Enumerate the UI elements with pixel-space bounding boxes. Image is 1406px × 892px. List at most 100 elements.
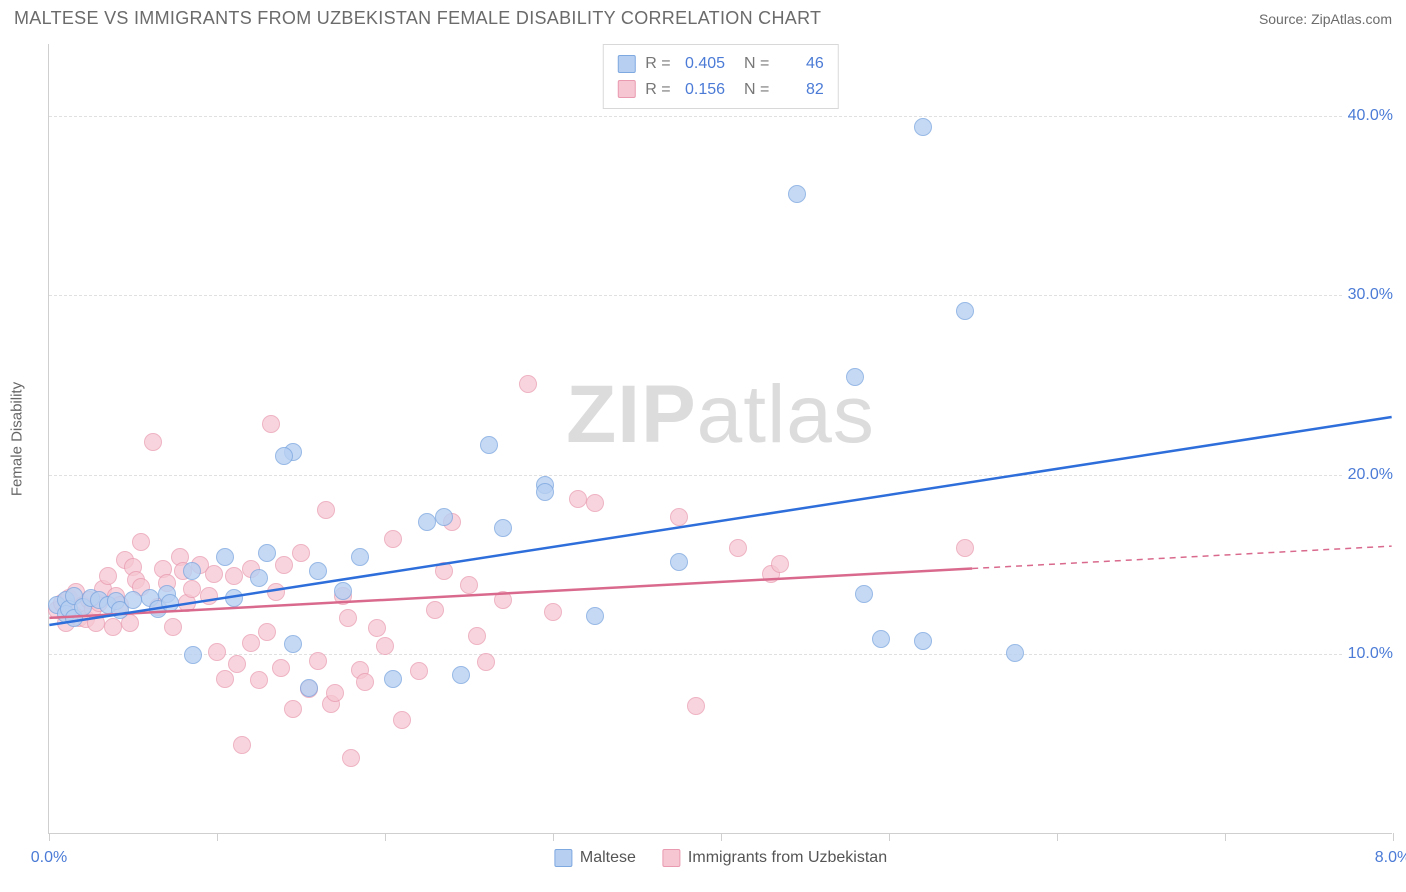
x-tick-mark [217,833,218,841]
data-point-uzbek [494,591,512,609]
x-tick-mark [889,833,890,841]
data-point-uzbek [326,684,344,702]
y-tick-label: 40.0% [1344,107,1397,125]
data-point-uzbek [164,618,182,636]
x-tick-mark [385,833,386,841]
data-point-uzbek [144,433,162,451]
data-point-uzbek [544,603,562,621]
data-point-uzbek [670,508,688,526]
x-tick-mark [1393,833,1394,841]
x-tick-mark [1057,833,1058,841]
chart-area: Female Disability ZIPatlas 10.0%20.0%30.… [48,44,1392,834]
r-uzbek: 0.156 [675,77,725,103]
data-point-uzbek [342,749,360,767]
data-point-maltese [846,368,864,386]
legend-label-maltese: Maltese [580,849,636,867]
r-maltese: 0.405 [675,51,725,77]
y-tick-label: 10.0% [1344,645,1397,663]
data-point-uzbek [205,565,223,583]
data-point-uzbek [410,662,428,680]
data-point-maltese [956,302,974,320]
data-point-uzbek [242,634,260,652]
data-point-uzbek [376,637,394,655]
data-point-uzbek [292,544,310,562]
data-point-maltese [183,562,201,580]
data-point-uzbek [233,736,251,754]
chart-title: MALTESE VS IMMIGRANTS FROM UZBEKISTAN FE… [14,8,821,29]
data-point-uzbek [317,501,335,519]
x-tick-mark [721,833,722,841]
swatch-uzbek-icon [662,849,680,867]
data-point-uzbek [569,490,587,508]
data-point-uzbek [426,601,444,619]
data-point-maltese [494,519,512,537]
data-point-uzbek [309,652,327,670]
data-point-maltese [536,483,554,501]
data-point-uzbek [275,556,293,574]
data-point-uzbek [99,567,117,585]
x-tick-label: 0.0% [31,849,67,867]
data-point-maltese [480,436,498,454]
data-point-uzbek [104,618,122,636]
data-point-uzbek [384,530,402,548]
data-point-uzbek [225,567,243,585]
legend-item-maltese: Maltese [554,849,636,867]
data-point-uzbek [262,415,280,433]
gridline [49,295,1392,296]
legend-row-uzbek: R = 0.156 N = 82 [617,77,823,103]
gridline [49,475,1392,476]
y-tick-label: 30.0% [1344,286,1397,304]
data-point-uzbek [393,711,411,729]
data-point-maltese [309,562,327,580]
data-point-maltese [452,666,470,684]
gridline [49,654,1392,655]
x-tick-mark [1225,833,1226,841]
data-point-uzbek [368,619,386,637]
data-point-maltese [216,548,234,566]
data-point-uzbek [460,576,478,594]
data-point-uzbek [258,623,276,641]
data-point-uzbek [87,614,105,632]
legend-row-maltese: R = 0.405 N = 46 [617,51,823,77]
data-point-uzbek [687,697,705,715]
gridline [49,116,1392,117]
y-axis-label: Female Disability [9,381,26,495]
swatch-uzbek [617,80,635,98]
data-point-maltese [250,569,268,587]
data-point-maltese [275,447,293,465]
data-point-uzbek [519,375,537,393]
x-tick-label: 8.0% [1375,849,1406,867]
data-point-uzbek [356,673,374,691]
data-point-maltese [258,544,276,562]
data-point-uzbek [468,627,486,645]
y-tick-label: 20.0% [1344,466,1397,484]
data-point-uzbek [771,555,789,573]
data-point-uzbek [267,583,285,601]
legend-label-uzbek: Immigrants from Uzbekistan [688,849,887,867]
data-point-maltese [300,679,318,697]
data-point-maltese [670,553,688,571]
data-point-uzbek [132,533,150,551]
chart-source: Source: ZipAtlas.com [1259,11,1392,27]
data-point-maltese [418,513,436,531]
data-point-uzbek [228,655,246,673]
data-point-maltese [334,582,352,600]
data-point-uzbek [956,539,974,557]
chart-header: MALTESE VS IMMIGRANTS FROM UZBEKISTAN FE… [0,0,1406,33]
data-point-maltese [284,635,302,653]
plot-area: 10.0%20.0%30.0%40.0%0.0%8.0% [49,44,1392,833]
data-point-uzbek [250,671,268,689]
data-point-maltese [124,591,142,609]
data-point-maltese [1006,644,1024,662]
series-legend: Maltese Immigrants from Uzbekistan [554,849,887,867]
data-point-uzbek [477,653,495,671]
data-point-maltese [184,646,202,664]
data-point-maltese [435,508,453,526]
data-point-uzbek [729,539,747,557]
data-point-uzbek [208,643,226,661]
data-point-maltese [225,589,243,607]
n-maltese: 46 [774,51,824,77]
data-point-uzbek [586,494,604,512]
data-point-maltese [161,594,179,612]
data-point-uzbek [339,609,357,627]
